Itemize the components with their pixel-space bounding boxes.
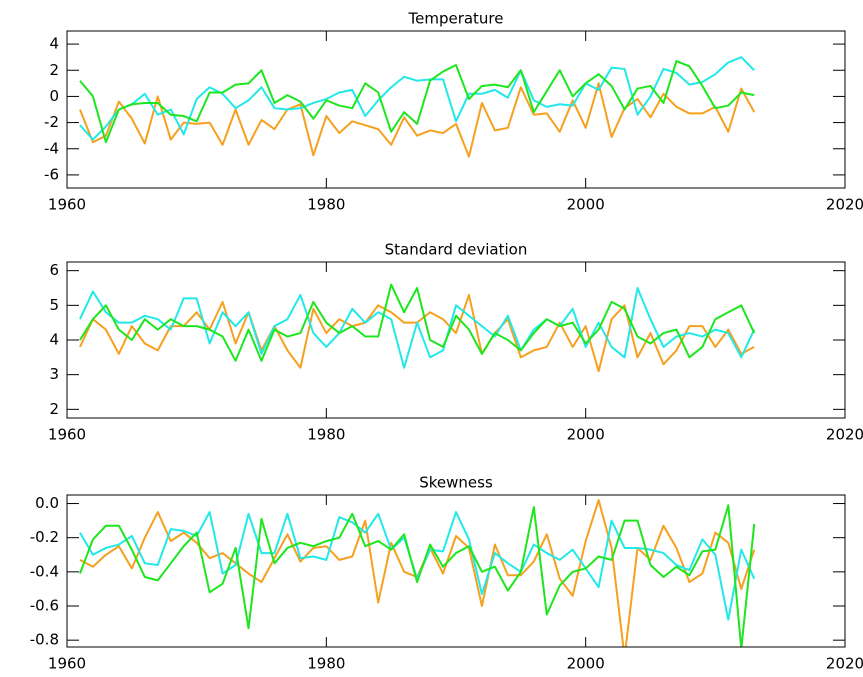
y-tick-label: -6 xyxy=(44,165,59,183)
y-tick-label: 0 xyxy=(49,87,59,105)
x-tick-label: 2000 xyxy=(567,196,605,214)
y-tick-label: -2 xyxy=(44,113,59,131)
y-tick-label: -0.4 xyxy=(30,562,59,580)
x-tick-label: 1960 xyxy=(48,655,86,673)
y-tick-label: 2 xyxy=(49,61,59,79)
x-tick-label: 2020 xyxy=(826,426,863,444)
series-line xyxy=(79,82,756,158)
series-line xyxy=(79,56,755,141)
y-tick-label: -0.8 xyxy=(30,631,59,649)
y-tick-label: 4 xyxy=(49,331,59,349)
series-line xyxy=(79,287,756,369)
panel-title: Temperature xyxy=(407,10,503,28)
axis-box xyxy=(66,494,846,648)
x-tick-label: 2000 xyxy=(567,655,605,673)
y-tick-label: 4 xyxy=(49,35,59,53)
y-tick-label: -4 xyxy=(44,139,59,157)
plot-area xyxy=(79,499,756,647)
x-tick-label: 2000 xyxy=(567,426,605,444)
y-tick-label: 2 xyxy=(49,400,59,418)
y-tick-label: -0.6 xyxy=(30,597,59,615)
x-tick-label: 2020 xyxy=(826,196,863,214)
x-tick-label: 1980 xyxy=(307,426,345,444)
y-tick-label: 5 xyxy=(49,296,59,314)
y-tick-label: 3 xyxy=(49,365,59,383)
axis-box xyxy=(66,261,846,419)
panel-title: Standard deviation xyxy=(385,241,528,259)
series-line xyxy=(79,283,756,362)
y-tick-label: 6 xyxy=(49,261,59,279)
y-tick-label: 0.0 xyxy=(35,494,59,512)
x-tick-label: 1980 xyxy=(307,655,345,673)
series-line xyxy=(79,60,755,144)
x-tick-label: 1960 xyxy=(48,426,86,444)
x-tick-label: 1960 xyxy=(48,196,86,214)
panel-title: Skewness xyxy=(419,474,493,492)
plot-area xyxy=(79,56,756,158)
series-line xyxy=(79,511,756,621)
x-tick-label: 2020 xyxy=(826,655,863,673)
y-tick-label: -0.2 xyxy=(30,528,59,546)
plot-area xyxy=(79,283,756,373)
x-tick-label: 1980 xyxy=(307,196,345,214)
series-line xyxy=(79,504,756,647)
axis-box xyxy=(66,30,846,189)
